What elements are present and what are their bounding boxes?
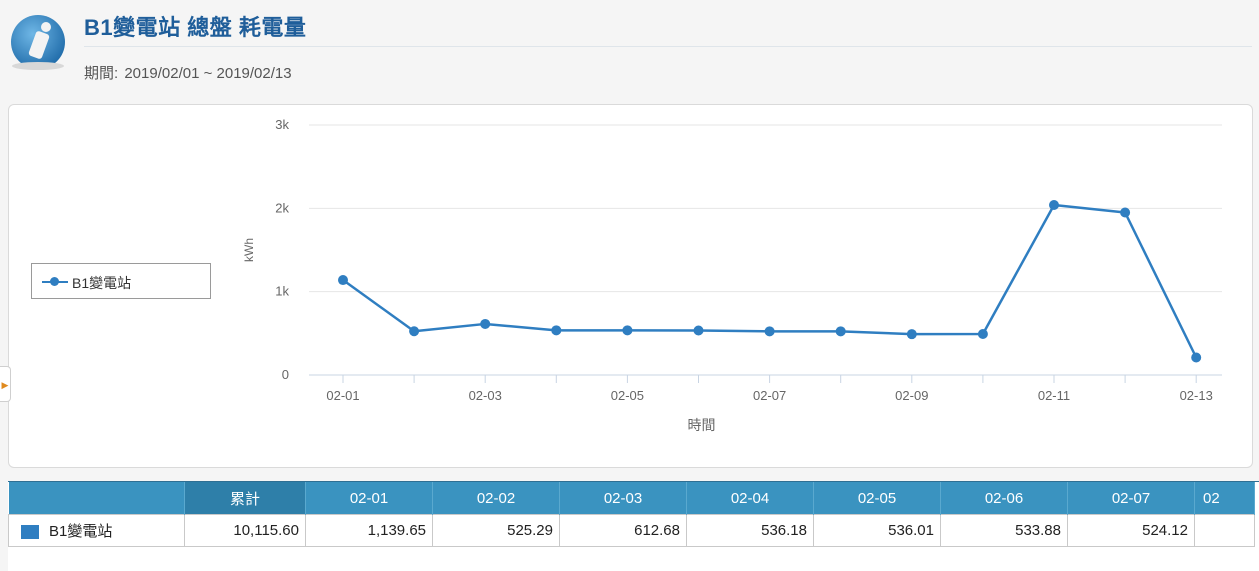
cell-value: 524.12 xyxy=(1067,514,1195,547)
x-tick-label: 02-11 xyxy=(1038,388,1070,403)
cell-cumulative: 10,115.60 xyxy=(184,514,306,547)
series-color-swatch xyxy=(21,525,39,540)
x-tick-label: 02-05 xyxy=(611,388,644,403)
col-header-date[interactable]: 02-07 xyxy=(1067,482,1195,515)
col-header-date[interactable]: 02-04 xyxy=(686,482,814,515)
y-tick-label: 3k xyxy=(275,117,289,132)
x-tick-label: 02-09 xyxy=(895,388,928,403)
col-header-date[interactable]: 02-02 xyxy=(432,482,560,515)
cell-value: 536.18 xyxy=(686,514,814,547)
data-point xyxy=(480,318,491,329)
col-header-date[interactable]: 02-05 xyxy=(813,482,941,515)
data-point xyxy=(977,329,988,339)
col-header-date[interactable]: 02-03 xyxy=(559,482,687,515)
data-point xyxy=(1049,200,1059,210)
period-value: 2019/02/01 ~ 2019/02/13 xyxy=(124,65,292,82)
y-axis-title: kWh xyxy=(242,238,256,262)
x-axis-title: 時間 xyxy=(688,417,716,433)
title-divider xyxy=(84,46,1252,47)
legend-dot-marker xyxy=(50,277,59,286)
col-header-name[interactable] xyxy=(8,482,185,515)
data-point xyxy=(338,275,348,286)
x-tick-label: 02-07 xyxy=(753,388,786,403)
col-header-date[interactable]: 02 xyxy=(1194,482,1255,515)
x-tick-label: 02-13 xyxy=(1180,388,1213,403)
cell-value: 536.01 xyxy=(813,514,941,547)
x-tick-label: 02-03 xyxy=(469,388,502,403)
data-point xyxy=(1191,352,1202,363)
period-label: 期間: xyxy=(84,65,119,82)
legend-series-label: B1變電站 xyxy=(72,275,132,291)
x-tick-label: 02-01 xyxy=(326,388,359,403)
cell-value: 1,139.65 xyxy=(305,514,433,547)
row-name-cell: B1變電站 xyxy=(8,514,185,547)
cell-value: 533.88 xyxy=(940,514,1068,547)
data-point xyxy=(551,325,562,336)
data-point xyxy=(693,325,704,336)
data-table: 累計 02-01 02-02 02-03 02-04 02-05 02-06 0… xyxy=(8,482,1255,547)
table-header-row: 累計 02-01 02-02 02-03 02-04 02-05 02-06 0… xyxy=(8,482,1255,515)
expand-panel-arrow-icon[interactable]: ▶ xyxy=(0,366,11,402)
cell-value: 612.68 xyxy=(559,514,687,547)
col-header-cumulative[interactable]: 累計 xyxy=(184,482,306,515)
data-table-container: 累計 02-01 02-02 02-03 02-04 02-05 02-06 0… xyxy=(8,482,1259,571)
data-point xyxy=(835,326,846,337)
data-point xyxy=(764,326,775,337)
row-name: B1變電站 xyxy=(49,523,113,540)
chart-legend[interactable]: B1變電站 xyxy=(31,263,211,299)
info-icon xyxy=(8,12,74,72)
col-header-date[interactable]: 02-01 xyxy=(305,482,433,515)
y-tick-label: 0 xyxy=(282,367,289,382)
y-tick-label: 1k xyxy=(275,284,289,299)
page-title: B1變電站 總盤 耗電量 xyxy=(84,15,307,40)
data-point xyxy=(409,326,420,337)
data-point xyxy=(906,329,917,340)
cell-value: 525.29 xyxy=(432,514,560,547)
period-row: 期間: 2019/02/01 ~ 2019/02/13 xyxy=(84,62,294,83)
line-chart: 0 1k 2k 3k 02-01 02-03 02-05 02-07 02-09 02-11 02-… xyxy=(242,117,1222,433)
col-header-date[interactable]: 02-06 xyxy=(940,482,1068,515)
cell-value xyxy=(1194,514,1255,547)
y-tick-label: 2k xyxy=(275,200,289,215)
data-point xyxy=(622,325,633,336)
chart-panel: B1變電站 0 1k 2k 3k 02-01 02-03 02-05 02-07 02-09 02… xyxy=(8,104,1253,468)
data-point xyxy=(1120,207,1131,218)
table-row: B1變電站 10,115.60 1,139.65 525.29 612.68 5… xyxy=(8,514,1255,547)
